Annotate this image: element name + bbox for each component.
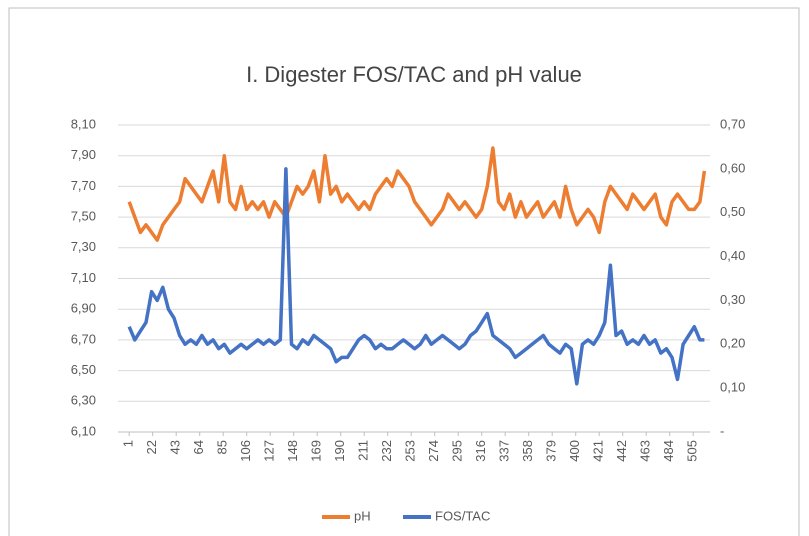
series-line	[127, 167, 705, 386]
y-tick-label: 6,90	[71, 301, 96, 316]
series-line	[127, 146, 707, 242]
legend-label: FOS/TAC	[435, 508, 490, 523]
y-tick-label: 7,50	[71, 209, 96, 224]
x-tick-label: 127	[262, 440, 277, 462]
x-tick-label: 379	[544, 440, 559, 462]
x-tick-label: 316	[473, 440, 488, 462]
y2-tick-label: -	[720, 423, 724, 438]
y2-tick-label: 0,60	[720, 160, 745, 175]
y-tick-label: 6,10	[71, 423, 96, 438]
x-tick-label: 253	[403, 440, 418, 462]
x-tick-label: 106	[238, 440, 253, 462]
x-tick-label: 274	[426, 440, 441, 462]
x-tick-label: 211	[356, 440, 371, 461]
x-tick-label: 421	[591, 440, 606, 462]
y-tick-label: 7,70	[71, 178, 96, 193]
y-tick-label: 8,10	[71, 116, 96, 131]
y-tick-label: 7,10	[71, 270, 96, 285]
y2-tick-label: 0,10	[720, 380, 745, 395]
y2-tick-label: 0,20	[720, 336, 745, 351]
x-tick-label: 22	[144, 440, 159, 454]
x-tick-label: 337	[497, 440, 512, 462]
y-tick-label: 7,30	[71, 239, 96, 254]
y-tick-label: 7,90	[71, 147, 96, 162]
x-tick-label: 232	[379, 440, 394, 462]
x-tick-label: 43	[168, 440, 183, 454]
chart-frame	[8, 7, 800, 536]
x-tick-label: 64	[191, 440, 206, 454]
x-tick-label: 190	[332, 440, 347, 462]
y2-tick-label: 0,30	[720, 292, 745, 307]
y2-tick-label: 0,50	[720, 204, 745, 219]
x-tick-label: 463	[638, 440, 653, 462]
x-tick-label: 442	[614, 440, 629, 462]
x-tick-label: 85	[215, 440, 230, 454]
x-tick-label: 148	[285, 440, 300, 462]
x-tick-label: 1	[121, 440, 136, 447]
x-tick-label: 295	[450, 440, 465, 462]
y-tick-label: 6,70	[71, 331, 96, 346]
y-tick-label: 6,50	[71, 362, 96, 377]
x-tick-label: 400	[567, 440, 582, 462]
y2-tick-label: 0,70	[720, 116, 745, 131]
legend-label: pH	[354, 508, 371, 523]
x-tick-label: 484	[661, 440, 676, 462]
x-tick-label: 505	[685, 440, 700, 462]
x-tick-label: 169	[309, 440, 324, 462]
y-tick-label: 6,30	[71, 393, 96, 408]
x-tick-label: 358	[520, 440, 535, 462]
y2-tick-label: 0,40	[720, 248, 745, 263]
chart-title: I. Digester FOS/TAC and pH value	[246, 62, 582, 87]
